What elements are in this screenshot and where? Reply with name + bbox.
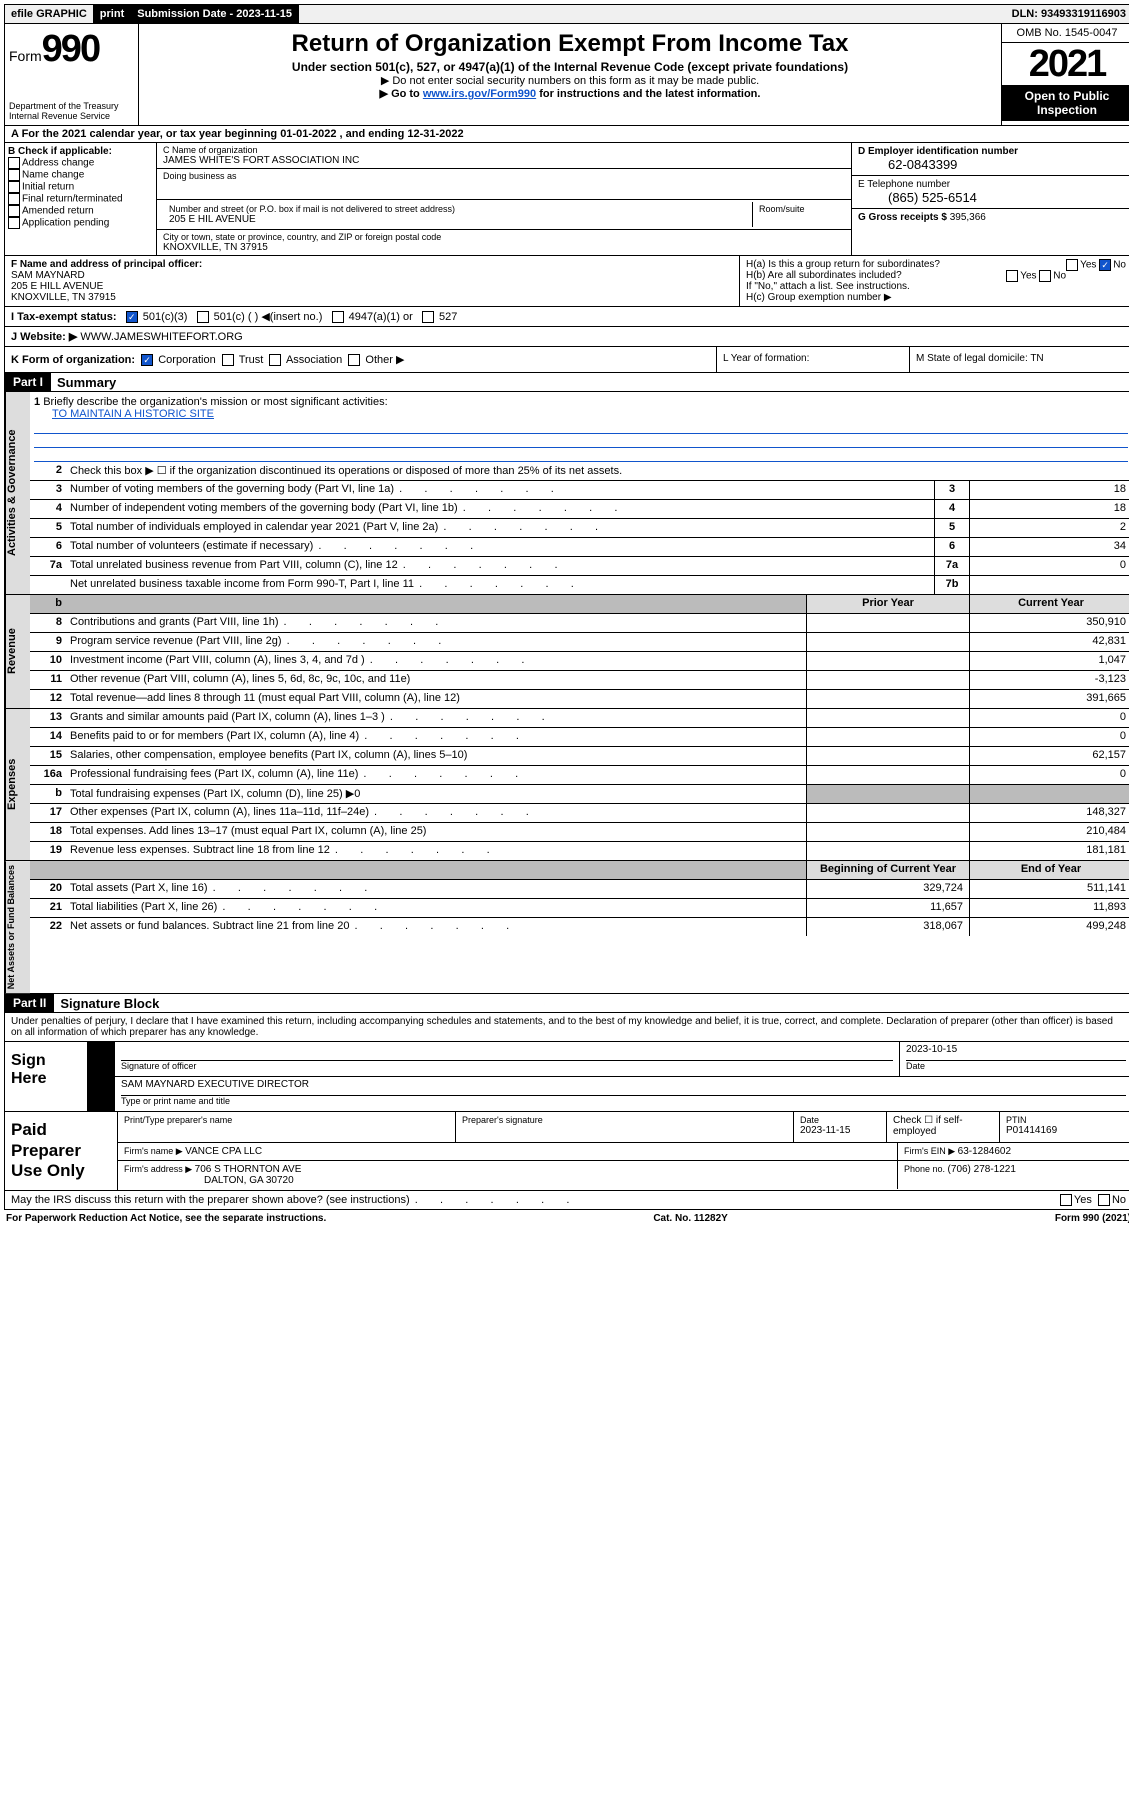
instructions-link[interactable]: www.irs.gov/Form990 bbox=[423, 88, 536, 100]
form-header: Form990 Department of the Treasury Inter… bbox=[4, 24, 1129, 126]
tax-year-range: A For the 2021 calendar year, or tax yea… bbox=[4, 126, 1129, 143]
preparer-phone: (706) 278-1221 bbox=[948, 1164, 1016, 1175]
part1-header: Part I Summary bbox=[4, 373, 1129, 392]
dln-label: DLN: 93493319116903 bbox=[1006, 5, 1129, 23]
org-street: 205 E HIL AVENUE bbox=[169, 214, 746, 225]
officer-name: SAM MAYNARD bbox=[11, 270, 733, 281]
form-number: Form990 bbox=[9, 28, 134, 71]
part2-header: Part II Signature Block bbox=[4, 994, 1129, 1013]
website-value: WWW.JAMESWHITEFORT.ORG bbox=[80, 331, 242, 343]
form-org-row: K Form of organization: ✓ Corporation Tr… bbox=[4, 347, 1129, 373]
phone-value: (865) 525-6514 bbox=[858, 190, 1126, 205]
top-toolbar: efile GRAPHIC print Submission Date - 20… bbox=[4, 4, 1129, 24]
net-assets-section: Net Assets or Fund Balances Beginning of… bbox=[4, 861, 1129, 994]
officer-name-title: SAM MAYNARD EXECUTIVE DIRECTOR bbox=[121, 1079, 1126, 1096]
activities-governance-section: Activities & Governance 1 Briefly descri… bbox=[4, 392, 1129, 595]
org-city: KNOXVILLE, TN 37915 bbox=[163, 242, 845, 253]
signature-arrow-icon bbox=[88, 1042, 115, 1076]
omb-number: OMB No. 1545-0047 bbox=[1002, 24, 1129, 43]
ssn-note: ▶ Do not enter social security numbers o… bbox=[143, 74, 997, 87]
org-name: JAMES WHITE'S FORT ASSOCIATION INC bbox=[163, 155, 845, 166]
tax-exempt-status: I Tax-exempt status: ✓ 501(c)(3) 501(c) … bbox=[4, 307, 1129, 327]
check-amended[interactable]: Amended return bbox=[8, 205, 153, 217]
check-name-change[interactable]: Name change bbox=[8, 169, 153, 181]
expenses-section: Expenses 13Grants and similar amounts pa… bbox=[4, 709, 1129, 861]
check-application-pending[interactable]: Application pending bbox=[8, 217, 153, 229]
submission-date-button[interactable]: Submission Date - 2023-11-15 bbox=[131, 5, 299, 23]
paid-preparer-block: Paid Preparer Use Only Print/Type prepar… bbox=[4, 1112, 1129, 1190]
check-initial-return[interactable]: Initial return bbox=[8, 181, 153, 193]
signature-declaration: Under penalties of perjury, I declare th… bbox=[4, 1013, 1129, 1042]
year-formation: L Year of formation: bbox=[716, 347, 909, 372]
website-row: J Website: ▶ WWW.JAMESWHITEFORT.ORG bbox=[4, 327, 1129, 347]
ptin-value: P01414169 bbox=[1006, 1125, 1126, 1136]
gross-receipts: 395,366 bbox=[950, 212, 986, 223]
check-address-change[interactable]: Address change bbox=[8, 157, 153, 169]
ein-value: 62-0843399 bbox=[858, 157, 1126, 172]
revenue-section: Revenue bPrior YearCurrent Year 8Contrib… bbox=[4, 595, 1129, 709]
public-inspection-badge: Open to Public Inspection bbox=[1002, 85, 1129, 121]
instructions-note: ▶ Go to www.irs.gov/Form990 for instruct… bbox=[143, 87, 997, 100]
org-info-section: B Check if applicable: Address change Na… bbox=[4, 143, 1129, 256]
form-subtitle: Under section 501(c), 527, or 4947(a)(1)… bbox=[143, 60, 997, 74]
state-domicile: M State of legal domicile: TN bbox=[909, 347, 1129, 372]
check-final-return[interactable]: Final return/terminated bbox=[8, 193, 153, 205]
signature-arrow-icon bbox=[88, 1077, 115, 1111]
irs-discuss-row: May the IRS discuss this return with the… bbox=[4, 1191, 1129, 1210]
check-corporation[interactable]: ✓ bbox=[141, 354, 153, 366]
sign-here-block: Sign Here Signature of officer 2023-10-1… bbox=[4, 1042, 1129, 1112]
efile-label: efile GRAPHIC bbox=[5, 5, 94, 23]
mission-text[interactable]: TO MAINTAIN A HISTORIC SITE bbox=[52, 408, 214, 420]
print-button[interactable]: print bbox=[94, 5, 131, 23]
check-501c3[interactable]: ✓ bbox=[126, 311, 138, 323]
dept-label: Department of the Treasury bbox=[9, 101, 134, 111]
firm-ein: 63-1284602 bbox=[958, 1146, 1011, 1157]
checkbox-column: B Check if applicable: Address change Na… bbox=[5, 143, 157, 255]
irs-label: Internal Revenue Service bbox=[9, 111, 134, 121]
sign-date: 2023-10-15 bbox=[906, 1044, 1126, 1061]
officer-group-section: F Name and address of principal officer:… bbox=[4, 256, 1129, 307]
firm-name: VANCE CPA LLC bbox=[185, 1146, 262, 1157]
form-title: Return of Organization Exempt From Incom… bbox=[143, 30, 997, 58]
tax-year: 2021 bbox=[1002, 43, 1129, 85]
page-footer: For Paperwork Reduction Act Notice, see … bbox=[4, 1210, 1129, 1227]
